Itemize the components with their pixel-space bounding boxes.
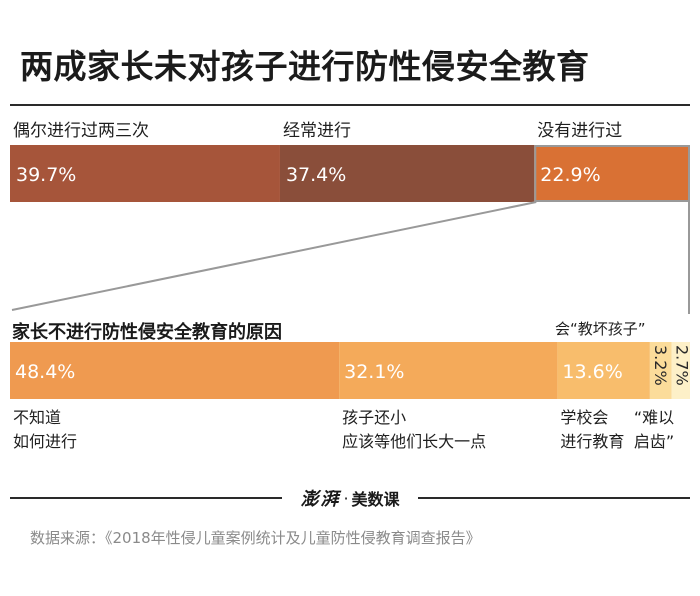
highlight-outline xyxy=(534,145,691,202)
breakdown-bar-value-2: 32.1% xyxy=(344,361,404,383)
title-divider xyxy=(10,104,690,106)
breakdown-bar-value-4: 3.2% xyxy=(650,345,670,386)
breakdown-bar-1 xyxy=(10,342,340,399)
footer-line-left xyxy=(10,497,282,499)
breakdown-bar-4 xyxy=(649,342,672,399)
main-bar-value-3: 22.9% xyxy=(540,164,600,186)
footer-line-right xyxy=(418,497,690,499)
main-bar-2 xyxy=(279,145,535,202)
logo-separator: · xyxy=(343,488,349,508)
breakdown-bar-2 xyxy=(339,342,558,399)
breakdown-bar-value-1: 48.4% xyxy=(15,361,75,383)
connector-line-left xyxy=(11,201,537,311)
main-bar-value-1: 39.7% xyxy=(16,164,76,186)
breakdown-category-line: 孩子还小 xyxy=(342,408,407,427)
main-bar-value-2: 37.4% xyxy=(286,164,346,186)
breakdown-category-line: 进行教育 xyxy=(560,432,625,451)
data-source: 数据来源：《2018年性侵儿童案例统计及儿童防性侵教育调查报告》 xyxy=(30,529,481,547)
breakdown-category-line: 不知道 xyxy=(13,408,62,427)
main-bar-3 xyxy=(534,145,690,202)
breakdown-bar-value-5: 2.7% xyxy=(672,345,692,386)
breakdown-category-line: 应该等他们长大一点 xyxy=(342,432,487,451)
brand-logo: 澎湃 · 美数课 xyxy=(282,483,418,513)
breakdown-category-line: “难以 xyxy=(633,408,675,427)
breakdown-category-label-3: 学校会 进行教育 xyxy=(560,406,624,454)
breakdown-category-label-2: 孩子还小应该等他们长大一点 xyxy=(342,406,486,454)
chart-title: 两成家长未对孩子进行防性侵安全教育 xyxy=(20,47,590,86)
main-category-label-3: 没有进行过 xyxy=(537,121,623,141)
main-bar-1 xyxy=(10,145,280,202)
breakdown-category-label-4: “难以启齿” xyxy=(634,406,674,454)
breakdown-category-line: 如何进行 xyxy=(13,432,78,451)
logo-mark: 澎湃 xyxy=(300,489,341,510)
main-category-label-1: 偶尔进行过两三次 xyxy=(13,121,149,141)
breakdown-category-label-1: 不知道 如何进行 xyxy=(13,406,77,454)
breakdown-category-label-5: 会“教坏孩子” xyxy=(555,320,646,338)
logo-text: 美数课 xyxy=(351,490,400,509)
breakdown-bar-3 xyxy=(557,342,650,399)
breakdown-category-line: 启齿” xyxy=(633,432,675,451)
breakdown-bar-value-3: 13.6% xyxy=(562,361,622,383)
breakdown-title: 家长不进行防性侵安全教育的原因 xyxy=(12,322,282,343)
breakdown-category-line: 学校会 xyxy=(560,408,609,427)
main-category-label-2: 经常进行 xyxy=(282,121,351,141)
breakdown-bar-5 xyxy=(671,342,690,399)
